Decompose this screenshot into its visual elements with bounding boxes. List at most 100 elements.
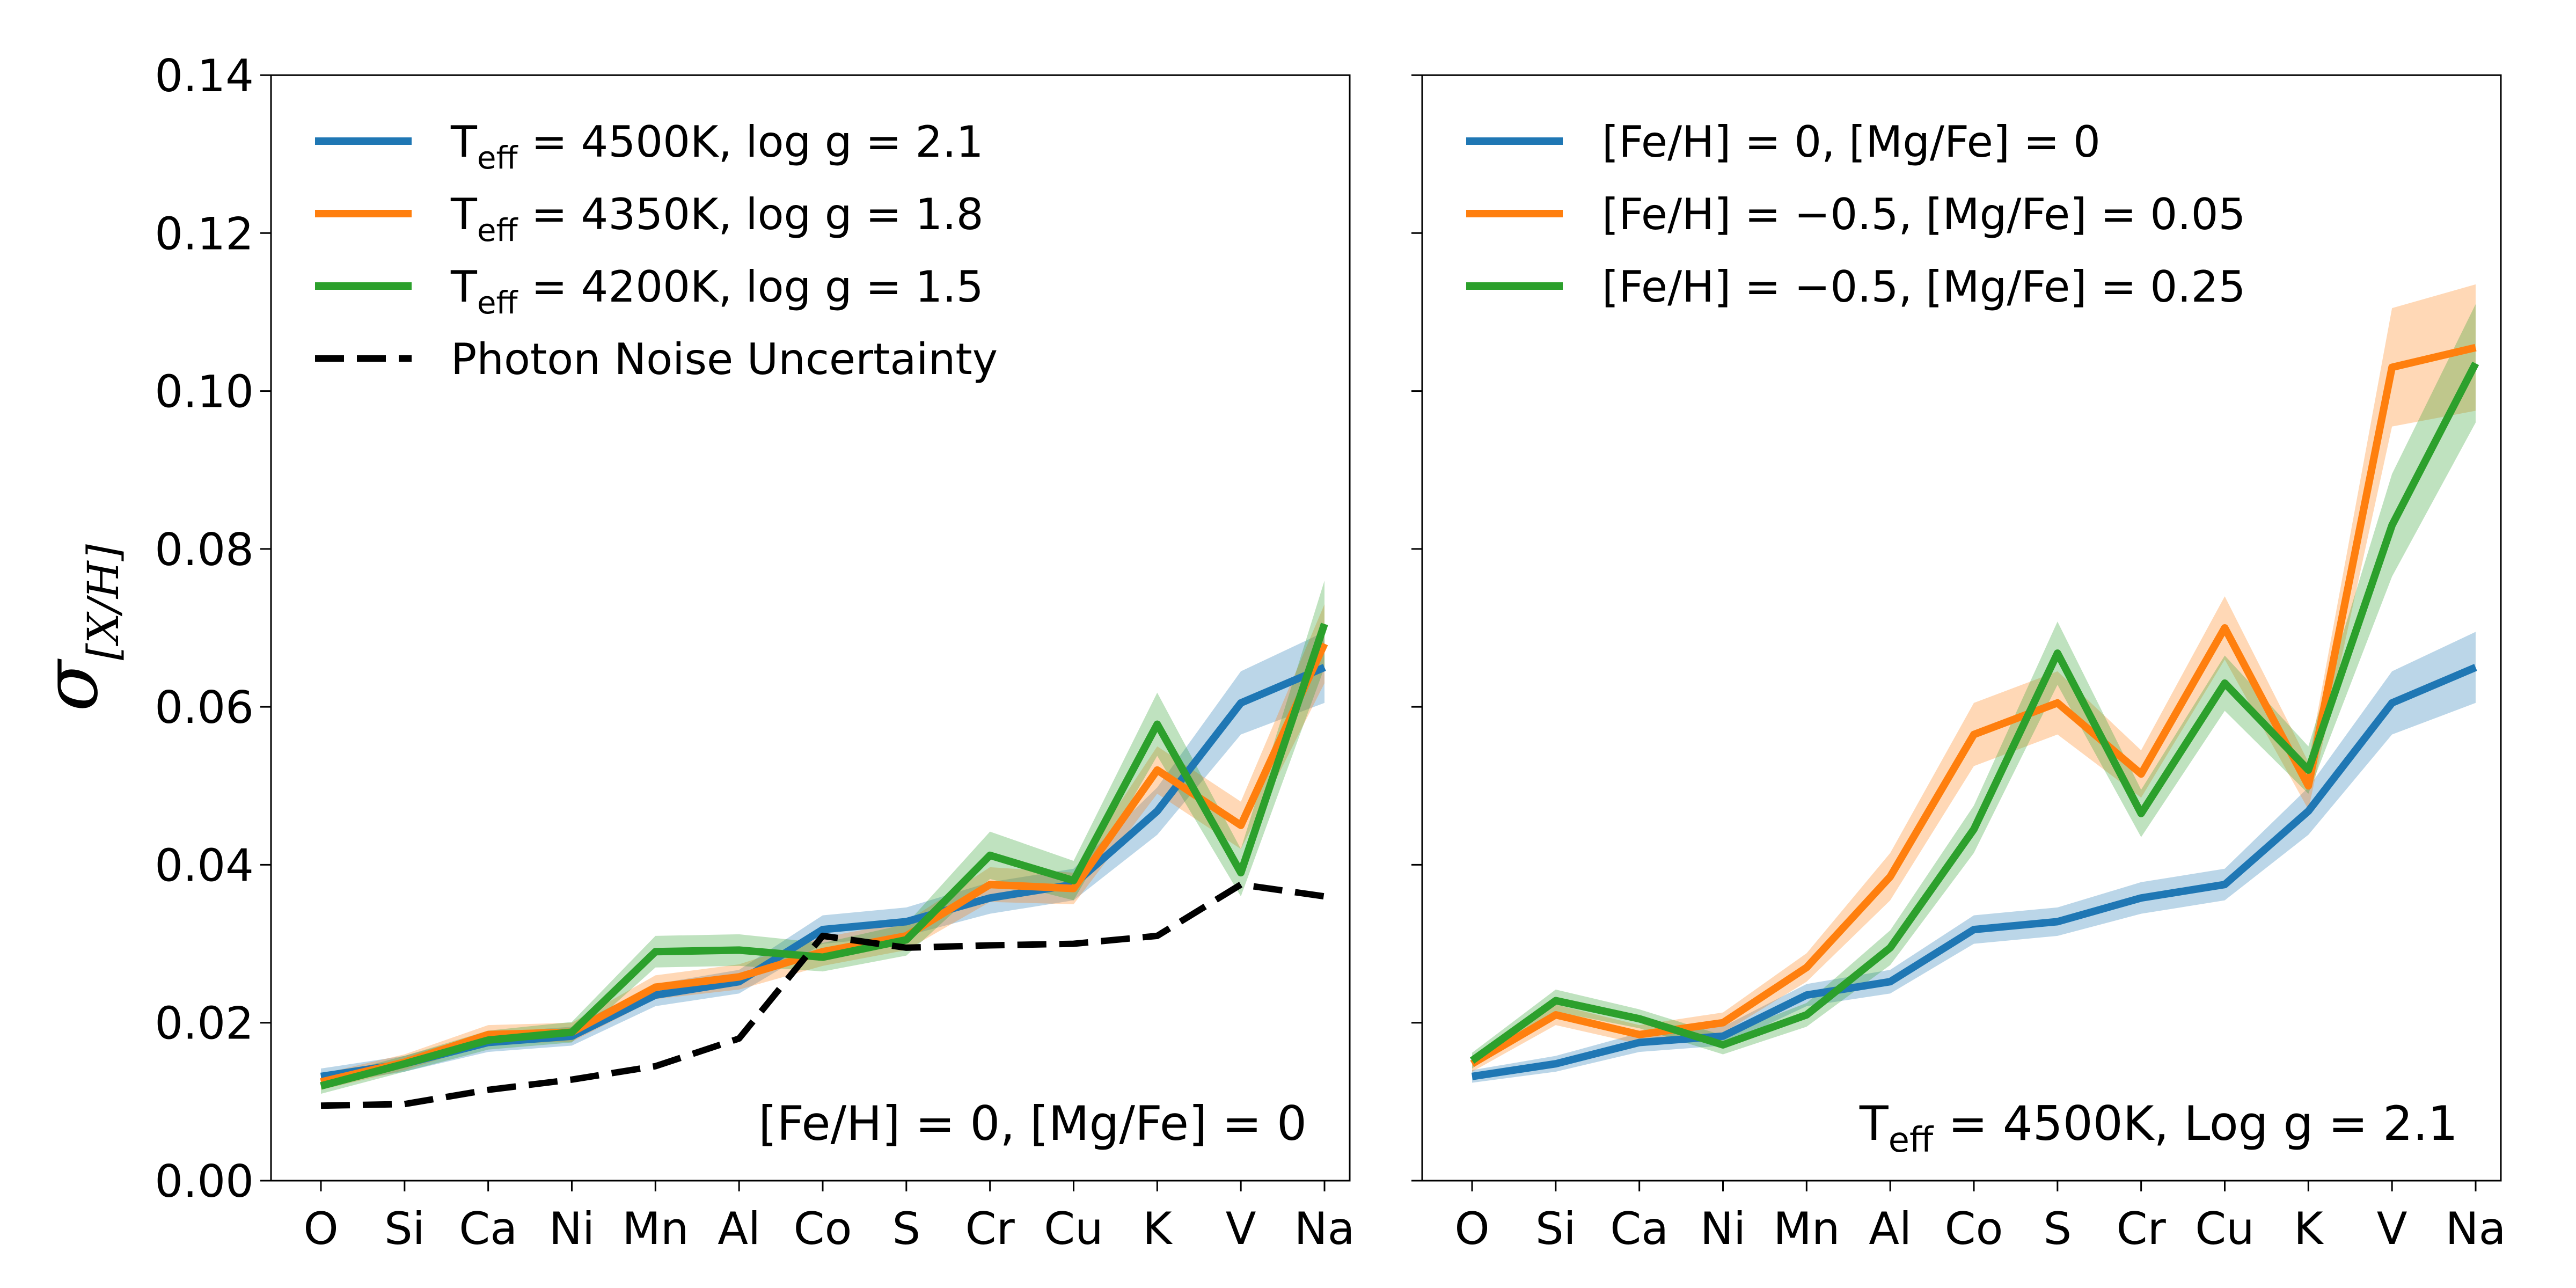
y-tick-label: 0.12 <box>155 208 254 260</box>
data-point <box>1324 896 1325 897</box>
series-line <box>1469 361 2479 1064</box>
data-point <box>822 951 823 952</box>
text-part: T <box>450 117 478 167</box>
data-point <box>1073 943 1074 945</box>
data-point <box>738 976 740 977</box>
data-point <box>1240 884 1241 885</box>
data-point <box>990 884 991 885</box>
data-point <box>655 994 656 996</box>
data-point <box>1240 825 1241 826</box>
legend-label: Teff = 4500K, log g = 2.1 <box>450 117 984 176</box>
text-part: [Fe/H] = 0, [Mg/Fe] = 0 <box>1602 117 2101 167</box>
data-point <box>655 951 656 952</box>
data-point <box>2391 702 2392 704</box>
data-point <box>1890 981 1891 982</box>
data-point <box>1073 888 1074 889</box>
series-line <box>1471 664 2477 1080</box>
data-point <box>488 1089 489 1091</box>
data-point <box>2308 810 2309 811</box>
data-point <box>1157 935 1158 936</box>
panel-right: O Si Ca Ni Mn Al Co S Cr Cu K V Na [Fe/H] = 0, [Mg/Fe… <box>1411 74 2506 1255</box>
y-tick-label: 0.06 <box>155 682 254 734</box>
plot-frame <box>270 74 1351 1182</box>
data-point <box>1555 1000 1556 1001</box>
data-point <box>1555 1063 1556 1064</box>
data-point <box>822 929 823 930</box>
data-point <box>1723 1022 1724 1023</box>
x-tick-label: K <box>2294 1203 2324 1255</box>
data-point <box>2224 683 2226 684</box>
data-point <box>990 897 991 898</box>
data-point <box>1639 1042 1640 1043</box>
x-tick-label: Al <box>1869 1203 1912 1255</box>
y-tick-label: 0.04 <box>155 839 254 891</box>
data-point <box>2475 363 2476 364</box>
data-point <box>1157 724 1158 725</box>
data-point <box>1324 624 1325 625</box>
subscript: eff <box>477 284 519 321</box>
legend-label: [Fe/H] = −0.5, [Mg/Fe] = 0.05 <box>1602 189 2245 239</box>
text-part: T <box>450 262 478 312</box>
data-point <box>2057 653 2058 654</box>
x-tick-label: Cr <box>2117 1203 2167 1255</box>
y-axis-symbol: σ <box>27 658 115 712</box>
y-tick-label: 0.02 <box>155 998 254 1050</box>
data-point <box>738 949 740 950</box>
data-point <box>488 1034 489 1035</box>
data-point <box>1157 770 1158 771</box>
x-tick-label: Si <box>1535 1203 1576 1255</box>
x-tick-label: V <box>1226 1203 1256 1255</box>
confidence-band <box>1472 632 2476 1083</box>
y-tick-label: 0.10 <box>155 366 254 418</box>
data-point <box>404 1063 405 1064</box>
data-point <box>1073 880 1074 881</box>
confidence-band <box>321 580 1324 1094</box>
y-tick-label: 0.00 <box>155 1155 254 1208</box>
data-point <box>2141 813 2142 814</box>
text-part: = 4200K, log g = 1.5 <box>518 262 984 312</box>
data-point <box>906 921 907 922</box>
text-part: = 4500K, log g = 2.1 <box>518 117 984 167</box>
subscript: eff <box>477 140 519 176</box>
data-point <box>1806 994 1807 996</box>
data-point <box>488 1040 489 1041</box>
data-point <box>1157 810 1158 811</box>
data-point <box>572 1079 573 1080</box>
data-point <box>906 939 907 940</box>
data-point <box>2475 347 2476 348</box>
x-tick-label: Cu <box>2195 1203 2255 1255</box>
x-tick-label: Mn <box>1773 1203 1840 1255</box>
x-tick-label: Na <box>1294 1203 1355 1255</box>
data-point <box>2391 367 2392 368</box>
data-point <box>2057 702 2058 704</box>
data-point <box>1973 829 1974 830</box>
data-point <box>1723 1036 1724 1037</box>
x-tick-label: Al <box>718 1203 760 1255</box>
data-point <box>1723 1044 1724 1045</box>
plot-frame <box>1421 74 2502 1182</box>
x-tick-label: S <box>2043 1203 2072 1255</box>
x-tick-label: Ni <box>549 1203 595 1255</box>
data-point <box>1472 1063 1473 1064</box>
data-point <box>2391 525 2392 526</box>
data-point <box>1555 1014 1556 1015</box>
text-part: = 4350K, log g = 1.8 <box>518 189 984 239</box>
data-point <box>1973 929 1974 930</box>
legend-label: Teff = 4200K, log g = 1.5 <box>450 262 984 321</box>
data-point <box>1806 1014 1807 1015</box>
data-point <box>1240 702 1241 704</box>
data-point <box>2475 667 2476 668</box>
panel-annotation: Teff = 4500K, Log g = 2.1 <box>1859 1096 2458 1160</box>
y-tick-label: 0.08 <box>155 524 254 576</box>
data-point <box>2224 627 2226 628</box>
x-tick-label: Ca <box>459 1203 517 1255</box>
series-line <box>320 881 1325 1109</box>
data-point <box>320 1085 321 1086</box>
legend: [Fe/H] = 0, [Mg/Fe] = 0 [Fe/H] = −0.5, [M… <box>1466 117 2245 312</box>
x-tick-label: O <box>303 1203 338 1255</box>
panel-left: 0.00 0.02 0.04 0.06 0.08 0.10 0.12 0.14 O Si Ca Ni M… <box>155 50 1355 1255</box>
x-tick-label: V <box>2377 1203 2407 1255</box>
data-point <box>655 987 656 988</box>
data-point <box>1240 872 1241 873</box>
